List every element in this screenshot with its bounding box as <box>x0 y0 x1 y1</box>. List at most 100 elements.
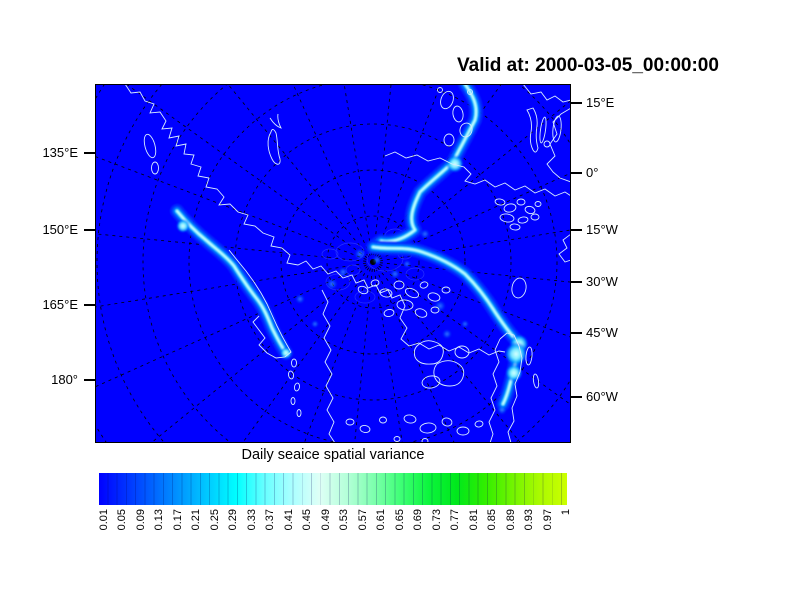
coastline <box>546 108 570 183</box>
coastline <box>499 332 515 340</box>
island-coastline <box>419 422 437 434</box>
contour-ring <box>325 273 351 291</box>
colorbar-tick-label: 0.93 <box>523 509 535 531</box>
figure-title: Valid at: 2000-03-05_00:00:00 <box>457 55 719 76</box>
variance-speckle <box>295 294 305 304</box>
contour-ring <box>405 267 425 281</box>
island-coastline <box>516 198 526 206</box>
island-coastline <box>552 115 562 143</box>
island-coastline <box>379 288 393 298</box>
coastline <box>267 129 281 165</box>
coastline <box>488 338 501 442</box>
island-coastline <box>467 89 473 95</box>
variance-hotspot <box>176 219 190 233</box>
variance-hotspot <box>280 347 292 359</box>
axis-tick-label: 165°E <box>42 297 78 312</box>
colorbar-tick-label: 0.45 <box>301 509 313 531</box>
coastline <box>507 334 523 442</box>
island-coastline <box>443 133 455 147</box>
colorbar-tick-label: 0.53 <box>338 509 350 531</box>
island-coastline <box>452 105 464 123</box>
axis-tick-label: 60°W <box>586 389 618 404</box>
colorbar-tick-label: 0.69 <box>412 509 424 531</box>
coastline <box>269 113 282 129</box>
axis-tick <box>571 229 582 231</box>
axis-tick <box>84 379 95 381</box>
variance-speckle <box>434 300 446 312</box>
island-coastline <box>525 346 533 366</box>
island-coastline <box>454 345 470 359</box>
colorbar-tick-label: 0.73 <box>430 509 443 531</box>
colorbar-tick-label: 0.33 <box>245 509 258 531</box>
island-coastline <box>474 420 484 428</box>
contour-ring <box>321 248 339 260</box>
island-coastline <box>403 414 417 424</box>
map-canvas <box>95 84 571 443</box>
colorbar-tick-label: 0.61 <box>375 509 387 531</box>
colorbar-tick-label: 0.97 <box>541 509 554 531</box>
parallel-line <box>280 169 466 355</box>
island-coastline <box>427 292 441 302</box>
coastline <box>523 85 570 103</box>
variance-speckle <box>461 320 469 328</box>
island-coastline <box>430 306 440 314</box>
island-coastline <box>414 308 428 318</box>
variance-hotspot <box>504 342 528 366</box>
island-coastline <box>379 416 387 424</box>
island-coastline <box>494 198 506 206</box>
map-ocean-background <box>95 84 571 443</box>
colorbar-tick-label: 0.57 <box>356 509 369 531</box>
axis-tick-label: 135°E <box>42 145 78 160</box>
island-coastline <box>396 299 414 311</box>
parallel-line <box>234 123 512 401</box>
colorbar-tick-label: 1 <box>560 509 572 516</box>
island-coastline <box>419 281 429 289</box>
variance-hotspot <box>446 155 464 173</box>
island-coastline <box>530 213 540 221</box>
island-coastline <box>421 375 441 389</box>
axis-tick-label: 30°W <box>586 274 618 289</box>
axis-tick-label: 180° <box>51 372 78 387</box>
colorbar-tick-label: 0.25 <box>208 509 221 531</box>
colorbar-tick-label: 0.77 <box>449 509 461 531</box>
colorbar-tick-label: 0.05 <box>116 509 128 531</box>
axis-tick <box>84 304 95 306</box>
map-border <box>95 84 571 443</box>
coastline <box>526 107 539 153</box>
variance-ridge <box>371 245 521 406</box>
colorbar-tick-label: 0.29 <box>227 509 239 531</box>
variance-speckle <box>390 269 400 279</box>
colorbar-tick-label: 0.13 <box>153 509 165 531</box>
axis-tick-label: 150°E <box>42 222 78 237</box>
island-coastline <box>370 279 380 287</box>
colorbar-tick-label: 0.41 <box>282 509 295 531</box>
island-coastline <box>345 418 355 426</box>
island-coastline <box>499 213 515 223</box>
variance-ridge <box>371 85 478 249</box>
axis-tick <box>571 281 582 283</box>
island-coastline <box>143 133 157 159</box>
island-coastline <box>539 116 547 144</box>
island-coastline <box>524 205 536 215</box>
axis-tick <box>571 172 582 174</box>
colorbar-tick-label: 0.17 <box>171 509 184 531</box>
island-coastline <box>293 382 301 392</box>
axis-tick <box>84 229 95 231</box>
island-coastline <box>441 417 453 427</box>
island-coastline <box>393 280 405 290</box>
axis-tick <box>571 396 582 398</box>
graticule-lines <box>96 85 570 442</box>
colorbar-tick-label: 0.81 <box>467 509 480 531</box>
coastline <box>228 249 292 359</box>
variance-speckle <box>372 255 382 265</box>
variance-speckle <box>326 278 338 290</box>
colorbar-tick-label: 0.01 <box>97 509 110 531</box>
colorbar-tick-label: 0.89 <box>504 509 517 531</box>
island-coastline <box>290 397 296 405</box>
axis-tick-label: 45°W <box>586 325 618 340</box>
island-coastline <box>437 87 443 93</box>
parallel-line <box>326 215 420 309</box>
island-coastline <box>509 223 521 231</box>
island-coastline <box>511 277 527 299</box>
